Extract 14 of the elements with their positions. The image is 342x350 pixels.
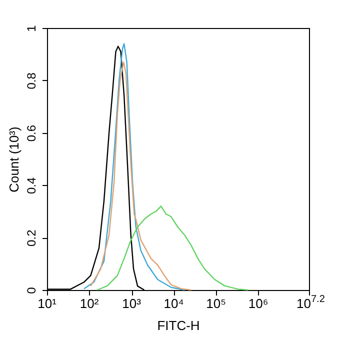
- x-tick-label: 10³: [122, 296, 142, 311]
- y-tick-label: 0.8: [24, 72, 38, 90]
- x-tick-label: 10⁴: [164, 296, 184, 311]
- x-tick-label: 10²: [80, 296, 100, 311]
- y-tick-label: 0: [24, 286, 38, 294]
- x-tick-label: 10⁶: [248, 296, 268, 311]
- x-axis-title: FITC-H: [157, 318, 200, 333]
- y-tick-label: 0.6: [24, 124, 38, 142]
- x-tick-label: 10⁵: [206, 296, 226, 311]
- x-tick-label: 10¹: [38, 296, 58, 311]
- y-axis-title: Count (10³): [6, 126, 22, 192]
- y-tick-label: 0.4: [24, 177, 38, 194]
- y-tick-label: 0.2: [24, 229, 38, 246]
- y-tick-label: 1: [24, 24, 38, 32]
